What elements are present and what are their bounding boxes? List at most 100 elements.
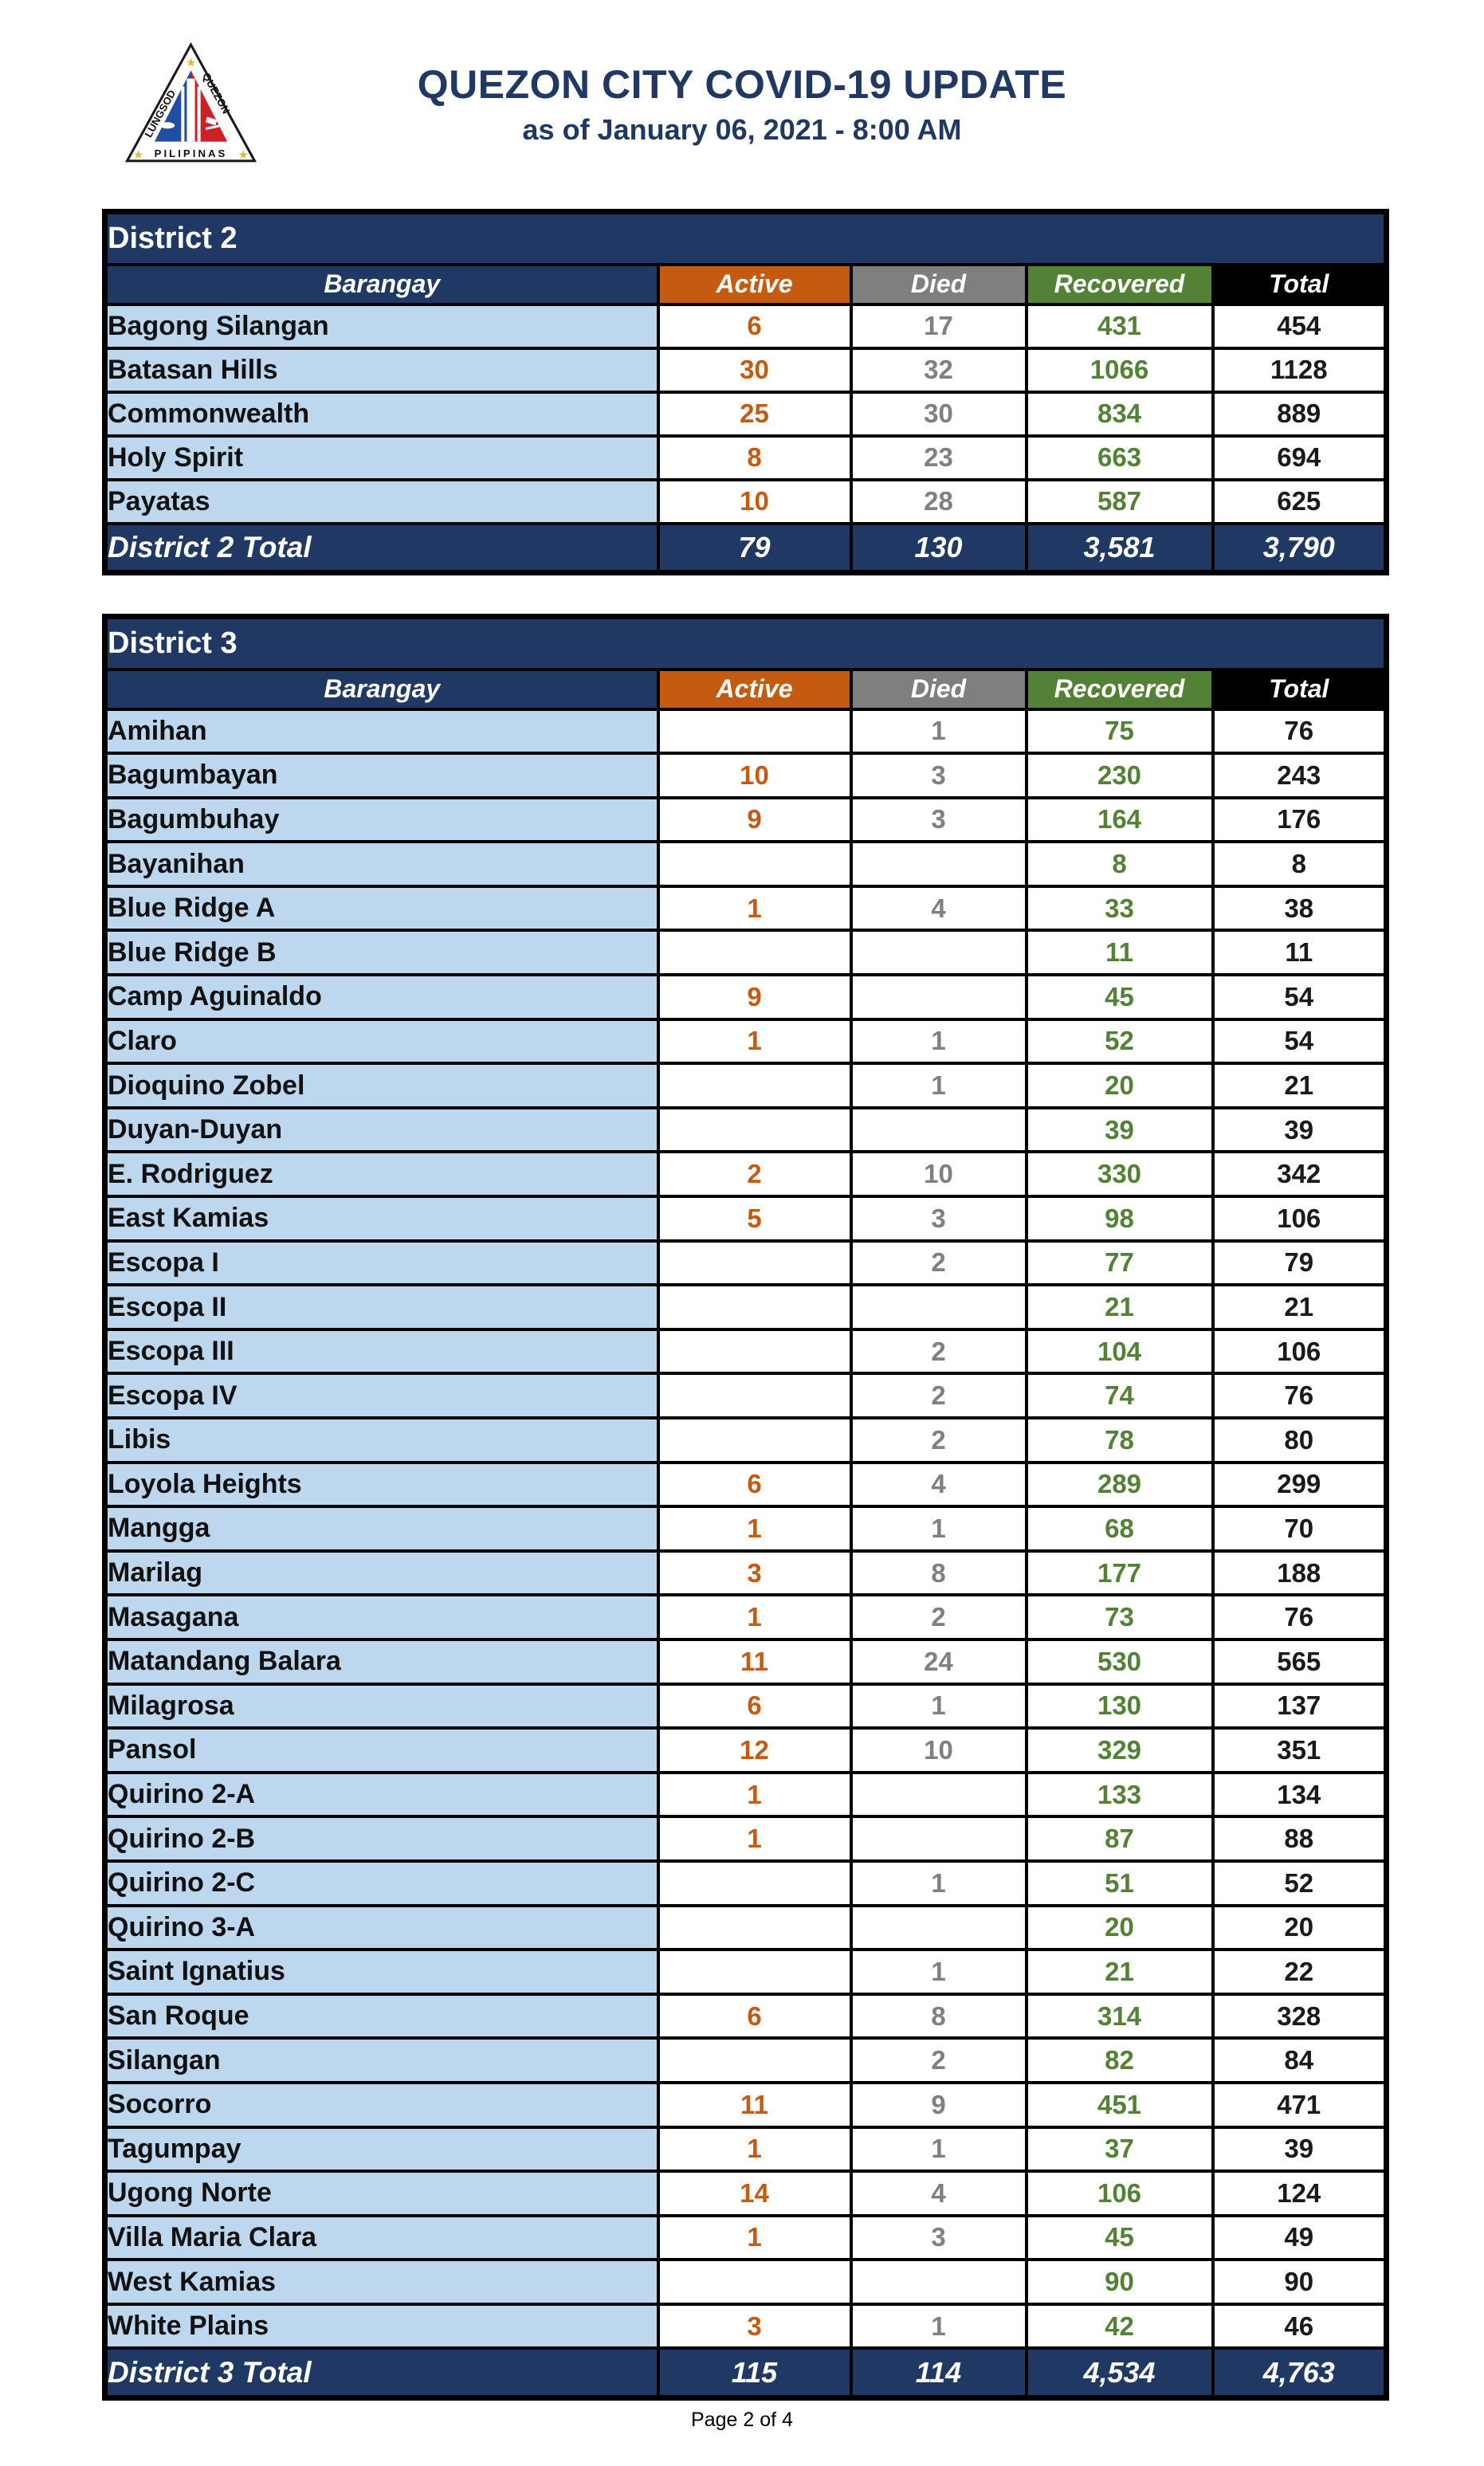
table-row: Masagana 1 2 73 76 xyxy=(103,1593,1388,1641)
barangay-cell: Matandang Balara xyxy=(103,1637,660,1686)
district-total-recovered: 4,534 xyxy=(1024,2346,1215,2400)
barangay-cell: Batasan Hills xyxy=(103,346,660,394)
died-value-cell: 8 xyxy=(849,1549,1028,1597)
recovered-value-cell: 78 xyxy=(1024,1416,1215,1464)
recovered-value-cell: 73 xyxy=(1024,1593,1215,1641)
barangay-cell: Claro xyxy=(103,1017,660,1066)
died-value-cell: 8 xyxy=(849,1992,1028,2040)
column-header-recovered: Recovered xyxy=(1024,667,1215,711)
qc-seal-logo: ★ ★ ★ LUNGSOD QUEZON PILIPINAS xyxy=(121,40,261,167)
barangay-cell: Villa Maria Clara xyxy=(103,2213,660,2262)
barangay-cell: Mangga xyxy=(103,1505,660,1553)
qc-seal-graphic: ★ ★ ★ LUNGSOD QUEZON PILIPINAS xyxy=(124,41,257,163)
district-3-table: District 3 Barangay Active Died Recovere… xyxy=(102,614,1390,2401)
died-value-cell xyxy=(849,840,1028,888)
active-value-cell: 11 xyxy=(656,2080,853,2129)
barangay-cell: Quirino 2-B xyxy=(103,1815,660,1863)
total-value-cell: 106 xyxy=(1211,1327,1388,1376)
total-value-cell: 1128 xyxy=(1211,346,1388,394)
column-header-died: Died xyxy=(849,667,1028,711)
table-row: Socorro 11 9 451 471 xyxy=(103,2080,1388,2129)
recovered-value-cell: 21 xyxy=(1024,1283,1215,1331)
died-value-cell: 1 xyxy=(849,707,1028,756)
barangay-cell: Holy Spirit xyxy=(103,434,660,481)
star-icon: ★ xyxy=(238,148,249,162)
died-value-cell: 30 xyxy=(849,390,1028,438)
recovered-value-cell: 37 xyxy=(1024,2125,1215,2173)
barangay-cell: Amihan xyxy=(103,707,660,756)
active-value-cell: 1 xyxy=(656,884,853,933)
died-value-cell: 10 xyxy=(849,1726,1028,1774)
barangay-cell: West Kamias xyxy=(103,2258,660,2306)
recovered-value-cell: 42 xyxy=(1024,2302,1215,2350)
total-value-cell: 328 xyxy=(1211,1992,1388,2040)
district-total-died: 130 xyxy=(849,521,1028,575)
total-value-cell: 299 xyxy=(1211,1460,1388,1509)
barangay-cell: Camp Aguinaldo xyxy=(103,973,660,1021)
active-value-cell xyxy=(656,707,853,756)
active-value-cell xyxy=(656,929,853,977)
active-value-cell: 3 xyxy=(656,1549,853,1597)
died-value-cell: 1 xyxy=(849,1062,1028,1109)
barangay-cell: San Roque xyxy=(103,1992,660,2040)
recovered-value-cell: 8 xyxy=(1024,840,1215,888)
active-value-cell xyxy=(656,1372,853,1420)
recovered-value-cell: 431 xyxy=(1024,302,1215,350)
table-row: Duyan-Duyan 39 39 xyxy=(103,1105,1388,1154)
barangay-cell: Libis xyxy=(103,1416,660,1464)
died-value-cell: 28 xyxy=(849,477,1028,525)
column-header-total: Total xyxy=(1211,262,1388,306)
barangay-cell: Escopa II xyxy=(103,1283,660,1331)
total-value-cell: 84 xyxy=(1211,2036,1388,2084)
died-value-cell: 3 xyxy=(849,752,1028,799)
barangay-cell: E. Rodriguez xyxy=(103,1150,660,1199)
recovered-value-cell: 133 xyxy=(1024,1770,1215,1819)
recovered-value-cell: 530 xyxy=(1024,1637,1215,1686)
page-footer: Page 2 of 4 xyxy=(691,2409,793,2431)
total-value-cell: 124 xyxy=(1211,2170,1388,2217)
recovered-value-cell: 130 xyxy=(1024,1682,1215,1730)
total-value-cell: 134 xyxy=(1211,1770,1388,1819)
recovered-value-cell: 45 xyxy=(1024,973,1215,1021)
page-title: QUEZON CITY COVID-19 UPDATE xyxy=(417,62,1067,107)
table-row: Escopa I 2 77 79 xyxy=(103,1239,1388,1287)
barangay-cell: Quirino 2-C xyxy=(103,1859,660,1907)
barangay-cell: Quirino 3-A xyxy=(103,1903,660,1952)
column-header-barangay: Barangay xyxy=(103,262,660,306)
logo-text-pilipinas: PILIPINAS xyxy=(155,147,228,159)
barangay-cell: Silangan xyxy=(103,2036,660,2084)
died-value-cell: 10 xyxy=(849,1150,1028,1199)
district-total-total: 4,763 xyxy=(1211,2346,1388,2400)
active-value-cell: 1 xyxy=(656,1815,853,1863)
recovered-value-cell: 77 xyxy=(1024,1239,1215,1287)
active-value-cell: 11 xyxy=(656,1637,853,1686)
recovered-value-cell: 20 xyxy=(1024,1903,1215,1952)
active-value-cell xyxy=(656,1859,853,1907)
recovered-value-cell: 451 xyxy=(1024,2080,1215,2129)
died-value-cell: 1 xyxy=(849,1017,1028,1066)
died-value-cell xyxy=(849,1815,1028,1863)
total-value-cell: 80 xyxy=(1211,1416,1388,1464)
total-value-cell: 188 xyxy=(1211,1549,1388,1597)
district-total-total: 3,790 xyxy=(1211,521,1388,575)
total-value-cell: 46 xyxy=(1211,2302,1388,2350)
total-value-cell: 137 xyxy=(1211,1682,1388,1730)
died-value-cell: 2 xyxy=(849,1416,1028,1464)
barangay-cell: Escopa III xyxy=(103,1327,660,1376)
died-value-cell: 2 xyxy=(849,1372,1028,1420)
total-value-cell: 90 xyxy=(1211,2258,1388,2306)
active-value-cell: 10 xyxy=(656,752,853,799)
table-row: Blue Ridge A 1 4 33 38 xyxy=(103,884,1388,933)
active-value-cell: 1 xyxy=(656,1017,853,1066)
total-value-cell: 454 xyxy=(1211,302,1388,350)
active-value-cell: 6 xyxy=(656,1992,853,2040)
total-value-cell: 54 xyxy=(1211,973,1388,1021)
table-row: White Plains 3 1 42 46 xyxy=(103,2302,1388,2350)
total-value-cell: 76 xyxy=(1211,1372,1388,1420)
died-value-cell: 1 xyxy=(849,2125,1028,2173)
died-value-cell xyxy=(849,929,1028,977)
barangay-cell: Bayanihan xyxy=(103,840,660,888)
total-value-cell: 342 xyxy=(1211,1150,1388,1199)
barangay-cell: Blue Ridge A xyxy=(103,884,660,933)
recovered-value-cell: 75 xyxy=(1024,707,1215,756)
